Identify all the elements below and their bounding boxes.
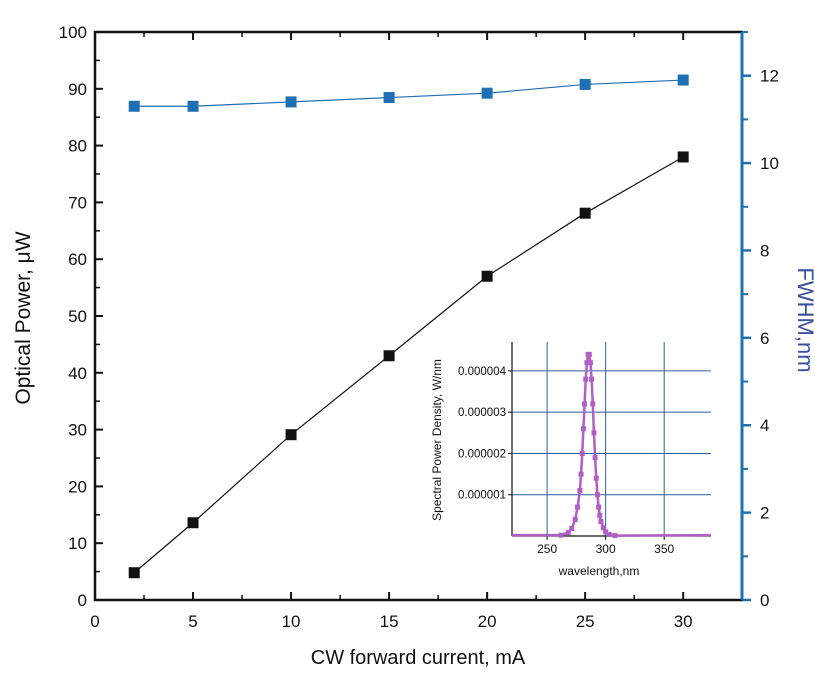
inset-spectrum-point — [565, 530, 571, 536]
inset-spectrum-point — [587, 360, 593, 366]
y-left-tick-label: 50 — [68, 307, 87, 326]
inset-spectrum-point — [593, 475, 599, 481]
inset-spectrum-point — [575, 504, 581, 510]
fwhm-point — [383, 92, 395, 104]
inset-spectrum-point — [600, 525, 606, 531]
y-left-tick-label: 100 — [59, 23, 87, 42]
inset-y-tick-label: 0.000002 — [458, 448, 506, 460]
inset-x-tick-label: 350 — [654, 542, 674, 556]
inset-spectrum-point — [584, 360, 590, 366]
x-tick-label: 0 — [90, 612, 99, 631]
inset-spectrum-point — [606, 531, 612, 537]
y-axis-left-title: Optical Power, μW — [12, 231, 35, 404]
inset-chart: 250 300 350 0.000001 0.000002 0.000003 0.00000… — [430, 342, 712, 578]
y-left-tick-label: 0 — [78, 591, 87, 610]
inset-spectrum-point — [598, 519, 604, 525]
fwhm-point — [285, 96, 297, 108]
inset-x-tick-label: 300 — [596, 542, 616, 556]
power-point — [481, 270, 493, 282]
x-axis: 0 5 10 15 20 25 30 — [90, 32, 693, 631]
inset-spectrum-point — [558, 532, 564, 538]
y-left-tick-label: 70 — [68, 193, 87, 212]
x-tick-label: 25 — [576, 612, 595, 631]
inset-x-tick-label: 250 — [537, 542, 557, 556]
x-tick-label: 20 — [478, 612, 497, 631]
inset-spectrum-point — [603, 529, 609, 535]
fwhm-point — [128, 100, 140, 112]
y-left-tick-label: 80 — [68, 137, 87, 156]
inset-spectrum-point — [579, 450, 585, 456]
inset-spectrum-point — [580, 426, 586, 432]
y-axis-right: 0 2 4 6 8 10 12 — [740, 31, 779, 610]
inset-spectrum-point — [592, 455, 598, 461]
y-left-tick-label: 20 — [68, 477, 87, 496]
fwhm-point — [677, 74, 689, 86]
x-axis-title: CW forward current, mA — [311, 647, 526, 669]
inset-spectrum-point — [594, 492, 600, 498]
y-left-tick-label: 10 — [68, 534, 87, 553]
inset-spectrum-point — [569, 526, 575, 532]
inset-y-tick-label: 0.000001 — [458, 490, 506, 502]
x-tick-label: 30 — [674, 612, 693, 631]
x-tick-label: 15 — [380, 612, 399, 631]
inset-y-tick-label: 0.000004 — [458, 366, 507, 378]
power-point — [677, 151, 689, 163]
inset-spectrum-point — [582, 401, 588, 407]
inset-y-axis-title: Spectral Power Density, W/nm — [430, 359, 444, 521]
y-axis-left: 0 10 20 30 40 50 60 70 80 90 100 — [59, 23, 103, 610]
fwhm-point — [579, 78, 591, 90]
power-point — [383, 350, 395, 362]
inset-spectrum-point — [586, 351, 592, 357]
y-right-tick-label: 12 — [760, 67, 779, 86]
inset-spectrum-point — [612, 533, 618, 539]
y-right-tick-label: 10 — [760, 154, 779, 173]
power-point — [285, 429, 297, 441]
inset-spectrum-point — [578, 471, 584, 477]
inset-y-tick-label: 0.000003 — [458, 407, 506, 419]
y-right-tick-label: 8 — [760, 241, 769, 260]
inset-spectrum-point — [583, 376, 589, 382]
y-axis-right-title: FWHM,nm — [793, 267, 815, 372]
y-left-tick-label: 60 — [68, 250, 87, 269]
x-tick-label: 10 — [282, 612, 301, 631]
x-tick-label: 5 — [188, 612, 197, 631]
inset-x-axis-title: wavelength,nm — [558, 564, 640, 578]
y-right-tick-label: 2 — [760, 504, 769, 523]
inset-spectrum-point — [590, 401, 596, 407]
inset-spectrum-point — [597, 512, 603, 518]
inset-spectrum-point — [591, 430, 597, 436]
y-right-tick-label: 0 — [760, 591, 769, 610]
inset-spectrum-point — [596, 504, 602, 510]
y-left-tick-label: 30 — [68, 421, 87, 440]
y-left-tick-label: 90 — [68, 80, 87, 99]
fwhm-point — [187, 100, 199, 112]
inset-spectrum-point — [572, 516, 578, 522]
y-left-tick-label: 40 — [68, 364, 87, 383]
y-right-tick-label: 6 — [760, 329, 769, 348]
power-point — [128, 567, 140, 579]
power-point — [579, 207, 591, 219]
power-point — [187, 517, 199, 529]
inset-background — [512, 342, 711, 536]
inset-spectrum-point — [589, 376, 595, 382]
y-right-tick-label: 4 — [760, 416, 769, 435]
inset-spectrum-point — [577, 488, 583, 494]
fwhm-point — [481, 87, 493, 99]
